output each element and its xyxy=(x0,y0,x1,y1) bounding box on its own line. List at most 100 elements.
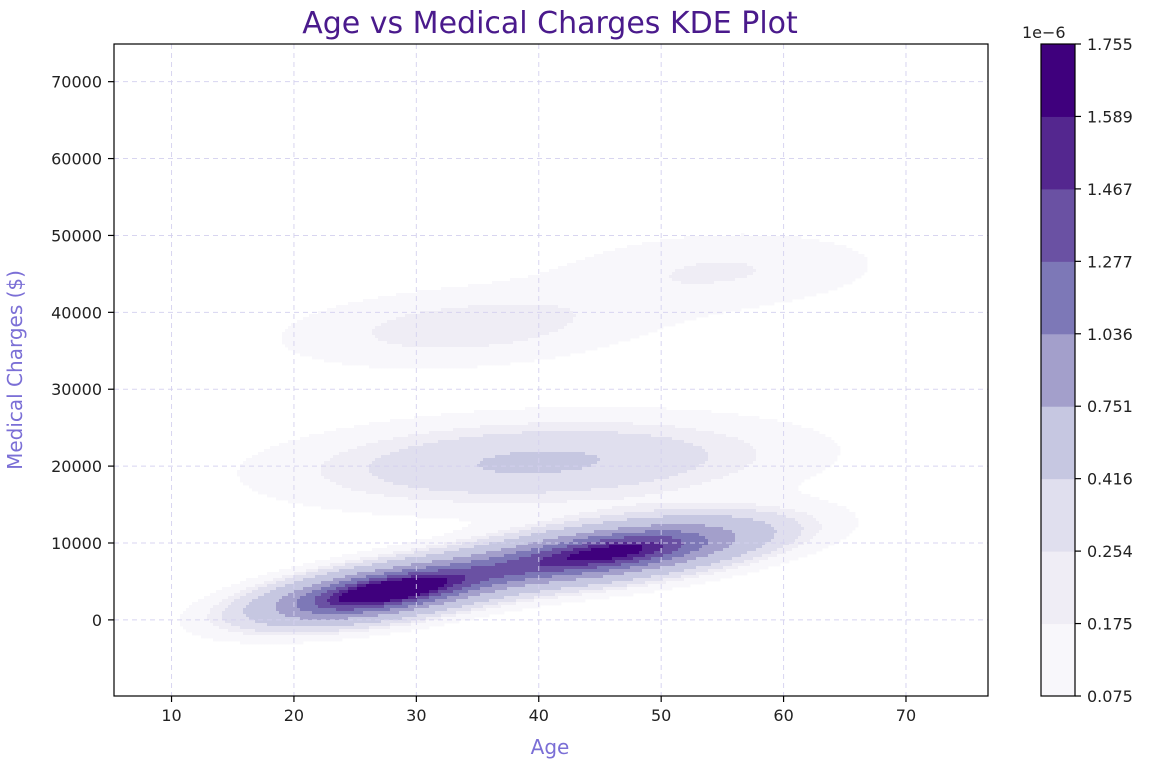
density-cell xyxy=(510,350,514,354)
density-cell xyxy=(642,302,646,306)
density-cell xyxy=(723,272,727,276)
density-cell xyxy=(315,317,319,321)
density-cell xyxy=(297,341,301,345)
density-cell xyxy=(816,248,820,252)
density-cell xyxy=(714,293,718,297)
density-cell xyxy=(321,335,325,339)
density-cell xyxy=(555,320,559,324)
density-cell xyxy=(609,335,613,339)
density-cell xyxy=(792,260,796,264)
density-cell xyxy=(702,275,706,279)
density-cell xyxy=(549,350,553,354)
density-cell xyxy=(381,311,385,315)
density-cell xyxy=(456,332,460,336)
density-cell xyxy=(831,266,835,270)
density-cell xyxy=(726,269,730,273)
density-cell xyxy=(489,293,493,297)
density-cell xyxy=(336,347,340,351)
density-cell xyxy=(681,413,685,417)
density-cell xyxy=(726,260,730,264)
density-cell xyxy=(714,287,718,291)
density-cell xyxy=(375,320,379,324)
density-cell xyxy=(351,320,355,324)
density-cell xyxy=(459,335,463,339)
density-cell xyxy=(471,416,475,420)
density-cell xyxy=(651,302,655,306)
density-cell xyxy=(495,329,499,333)
density-cell xyxy=(312,329,316,333)
density-cell xyxy=(597,341,601,345)
density-cell xyxy=(735,290,739,294)
density-cell xyxy=(312,341,316,345)
density-cell xyxy=(729,260,733,264)
density-cell xyxy=(489,338,493,342)
density-cell xyxy=(609,281,613,285)
density-cell xyxy=(288,335,292,339)
density-cell xyxy=(549,356,553,360)
density-cell xyxy=(363,320,367,324)
density-cell xyxy=(804,287,808,291)
density-cell xyxy=(792,272,796,276)
density-cell xyxy=(600,314,604,318)
density-cell xyxy=(531,287,535,291)
density-cell xyxy=(693,410,697,414)
density-cell xyxy=(441,350,445,354)
density-cell xyxy=(543,287,547,291)
density-cell xyxy=(630,260,634,264)
density-cell xyxy=(537,329,541,333)
density-cell xyxy=(666,284,670,288)
density-cell xyxy=(519,320,523,324)
density-cell xyxy=(504,323,508,327)
density-cell xyxy=(678,260,682,264)
density-cell xyxy=(543,299,547,303)
density-cell xyxy=(651,263,655,267)
density-cell xyxy=(777,257,781,261)
density-cell xyxy=(498,320,502,324)
density-cell xyxy=(564,407,568,411)
density-cell xyxy=(753,257,757,261)
density-cell xyxy=(639,251,643,255)
density-cell xyxy=(486,416,490,420)
density-cell xyxy=(687,269,691,273)
density-cell xyxy=(594,317,598,321)
density-cell xyxy=(366,359,370,363)
density-cell xyxy=(606,320,610,324)
density-cell xyxy=(363,326,367,330)
density-cell xyxy=(387,299,391,303)
density-cell xyxy=(402,329,406,333)
density-cell xyxy=(777,266,781,270)
density-cell xyxy=(648,323,652,327)
density-cell xyxy=(738,284,742,288)
density-cell xyxy=(633,329,637,333)
density-cell xyxy=(660,410,664,414)
density-cell xyxy=(306,344,310,348)
density-cell xyxy=(780,299,784,303)
density-cell xyxy=(501,335,505,339)
density-cell xyxy=(690,251,694,255)
density-cell xyxy=(525,353,529,357)
density-cell xyxy=(399,305,403,309)
density-cell xyxy=(531,416,535,420)
density-cell xyxy=(636,266,640,270)
density-cell xyxy=(486,302,490,306)
density-cell xyxy=(396,362,400,366)
density-cell xyxy=(450,308,454,312)
density-cell xyxy=(366,353,370,357)
density-cell xyxy=(597,281,601,285)
density-cell xyxy=(633,293,637,297)
density-cell xyxy=(513,293,517,297)
density-cell xyxy=(699,308,703,312)
density-cell xyxy=(771,299,775,303)
density-cell xyxy=(681,263,685,267)
density-cell xyxy=(720,413,724,417)
density-cell xyxy=(798,296,802,300)
density-cell xyxy=(675,320,679,324)
density-cell xyxy=(441,362,445,366)
density-cell xyxy=(546,284,550,288)
density-cell xyxy=(576,413,580,417)
density-cell xyxy=(642,281,646,285)
density-cell xyxy=(861,254,865,258)
density-cell xyxy=(465,362,469,366)
density-cell xyxy=(633,266,637,270)
density-cell xyxy=(372,329,376,333)
